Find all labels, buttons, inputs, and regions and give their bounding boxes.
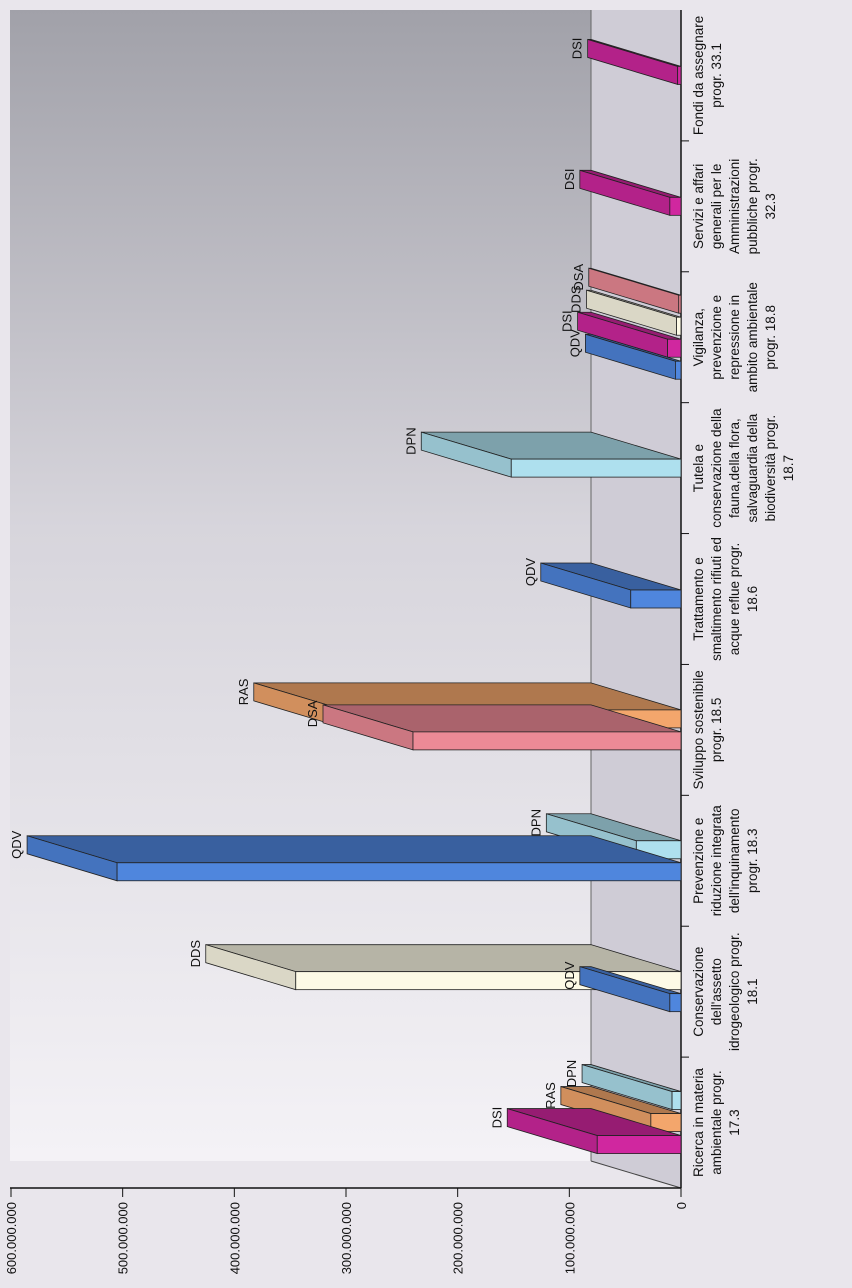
bar-qdv: QDV [523,558,682,609]
x-tick-label: riduzione integrata [709,805,724,917]
bar-qdv: QDV [562,961,682,1013]
x-tick-label: 32.3 [763,193,778,219]
x-tick-label: conservazione della [709,408,724,528]
bar-data-label: DPN [564,1060,579,1087]
x-tick-label: pubbliche progr. [745,158,760,254]
bar-dsa: DSA [305,700,682,751]
bar-front [677,66,682,85]
bar-data-label: DSI [560,310,575,332]
bar-data-label: QDV [523,558,538,587]
y-tick-label: 400.000.000 [227,1202,242,1274]
x-tick-label: generali per le [709,164,724,250]
bar-data-label: QDV [9,830,24,859]
x-tick-label: Prevenzione e [691,818,706,904]
bar-dsi: DSI [562,168,682,216]
x-tick-label: progr. 18.8 [763,305,778,370]
bars-layer: DSIDSIDSADDSDSIQDVDPNQDVRASDSADPNQDVDDSQ… [9,38,682,1155]
bar-data-label: DSA [305,700,320,727]
bar-data-label: RAS [236,678,251,705]
x-tick-label: 18.7 [781,455,796,481]
y-tick-label: 200.000.000 [451,1202,466,1274]
bar-front [671,1091,682,1110]
bar-front [116,862,682,882]
bar-data-label: DPN [528,809,543,836]
x-axis: Ricerca in materia ambientale progr. 17.3 C… [681,16,796,1177]
x-tick-label: progr. 18.3 [745,829,760,894]
bar-dsa: DSA [571,264,682,314]
x-tick-label: prevenzione e [709,295,724,380]
x-tick-label: Sviluppo sostenibile [691,670,706,789]
bar-front [630,589,682,609]
bar-dpn: DPN [564,1060,682,1111]
x-tick-label: ambito ambientale [745,282,760,392]
x-tick-label: smaltimento rifiuti ed [709,537,724,661]
x-tick-label: acque reflue progr. [727,543,742,656]
x-tick-label: biodiversità progr. [763,415,778,522]
bar-dsi: DSI [560,310,682,358]
bar-front [412,731,682,751]
x-tick-label: progr. 18.5 [709,698,724,763]
x-tick-label: fauna,della flora, [727,418,742,518]
y-tick-label: 600.000.000 [4,1202,19,1274]
bar-data-label: DSI [489,1107,504,1129]
bar-dsi: DSI [570,38,682,85]
bar-data-label: DPN [403,427,418,454]
x-tick-label: Tutela e [691,444,706,492]
x-tick-label: Ricerca in materia [691,1068,706,1177]
x-tick-label: 18.1 [745,979,760,1005]
x-tick-label: ambientale progr. [709,1070,724,1174]
x-tick-label: Amministrazioni [727,159,742,254]
x-tick-label: dell'inquinamento [727,808,742,913]
bar-data-label: DDS [188,940,203,968]
bar-front [510,458,682,478]
y-tick-label: 100.000.000 [562,1202,577,1274]
bar-side [26,835,682,864]
bar-front [675,360,682,380]
y-axis: 0 100.000.000 200.000.000 300.000.000 400.00… [4,1188,689,1274]
bar-qdv: QDV [9,830,682,882]
y-tick-label: 300.000.000 [339,1202,354,1274]
bar-dds: DDS [569,285,682,336]
bar-front [667,338,682,358]
bar-front [676,316,682,336]
x-tick-label: salvaguardia della [745,413,760,522]
x-tick-label: 17.3 [727,1109,742,1135]
y-tick-label: 0 [674,1202,689,1209]
bar-data-label: DSI [570,38,585,60]
bar-data-label: DSI [562,168,577,190]
bar-front [669,993,682,1013]
bar-dpn: DPN [403,427,682,478]
bar-data-label: QDV [567,329,582,358]
x-tick-label: idrogeologico progr. [727,932,742,1051]
floor-side-edge [590,1160,682,1189]
x-tick-label: Fondi da assegnare [691,16,706,135]
x-tick-label: repressione in [727,295,742,380]
x-tick-label: progr. 33.1 [709,43,724,108]
bar-front [678,294,682,314]
x-tick-label: 18.6 [745,586,760,612]
bar-dsi: DSI [489,1107,682,1155]
x-tick-label: Conservazione [691,947,706,1037]
bar-front [596,1135,682,1154]
x-tick-label: Trattamento e [691,557,706,641]
x-tick-label: Vigilanza, [691,308,706,366]
bar-data-label: QDV [562,961,577,990]
bar-data-label: DDS [569,285,584,313]
bar-front [669,196,682,216]
bar-data-label: RAS [543,1082,558,1109]
x-tick-label: Servizi e affari [691,164,706,249]
y-tick-label: 500.000.000 [116,1202,131,1274]
bar-qdv: QDV [567,329,682,380]
x-tick-label: dell'assetto [709,958,724,1025]
bar-data-label: DSA [571,264,586,291]
